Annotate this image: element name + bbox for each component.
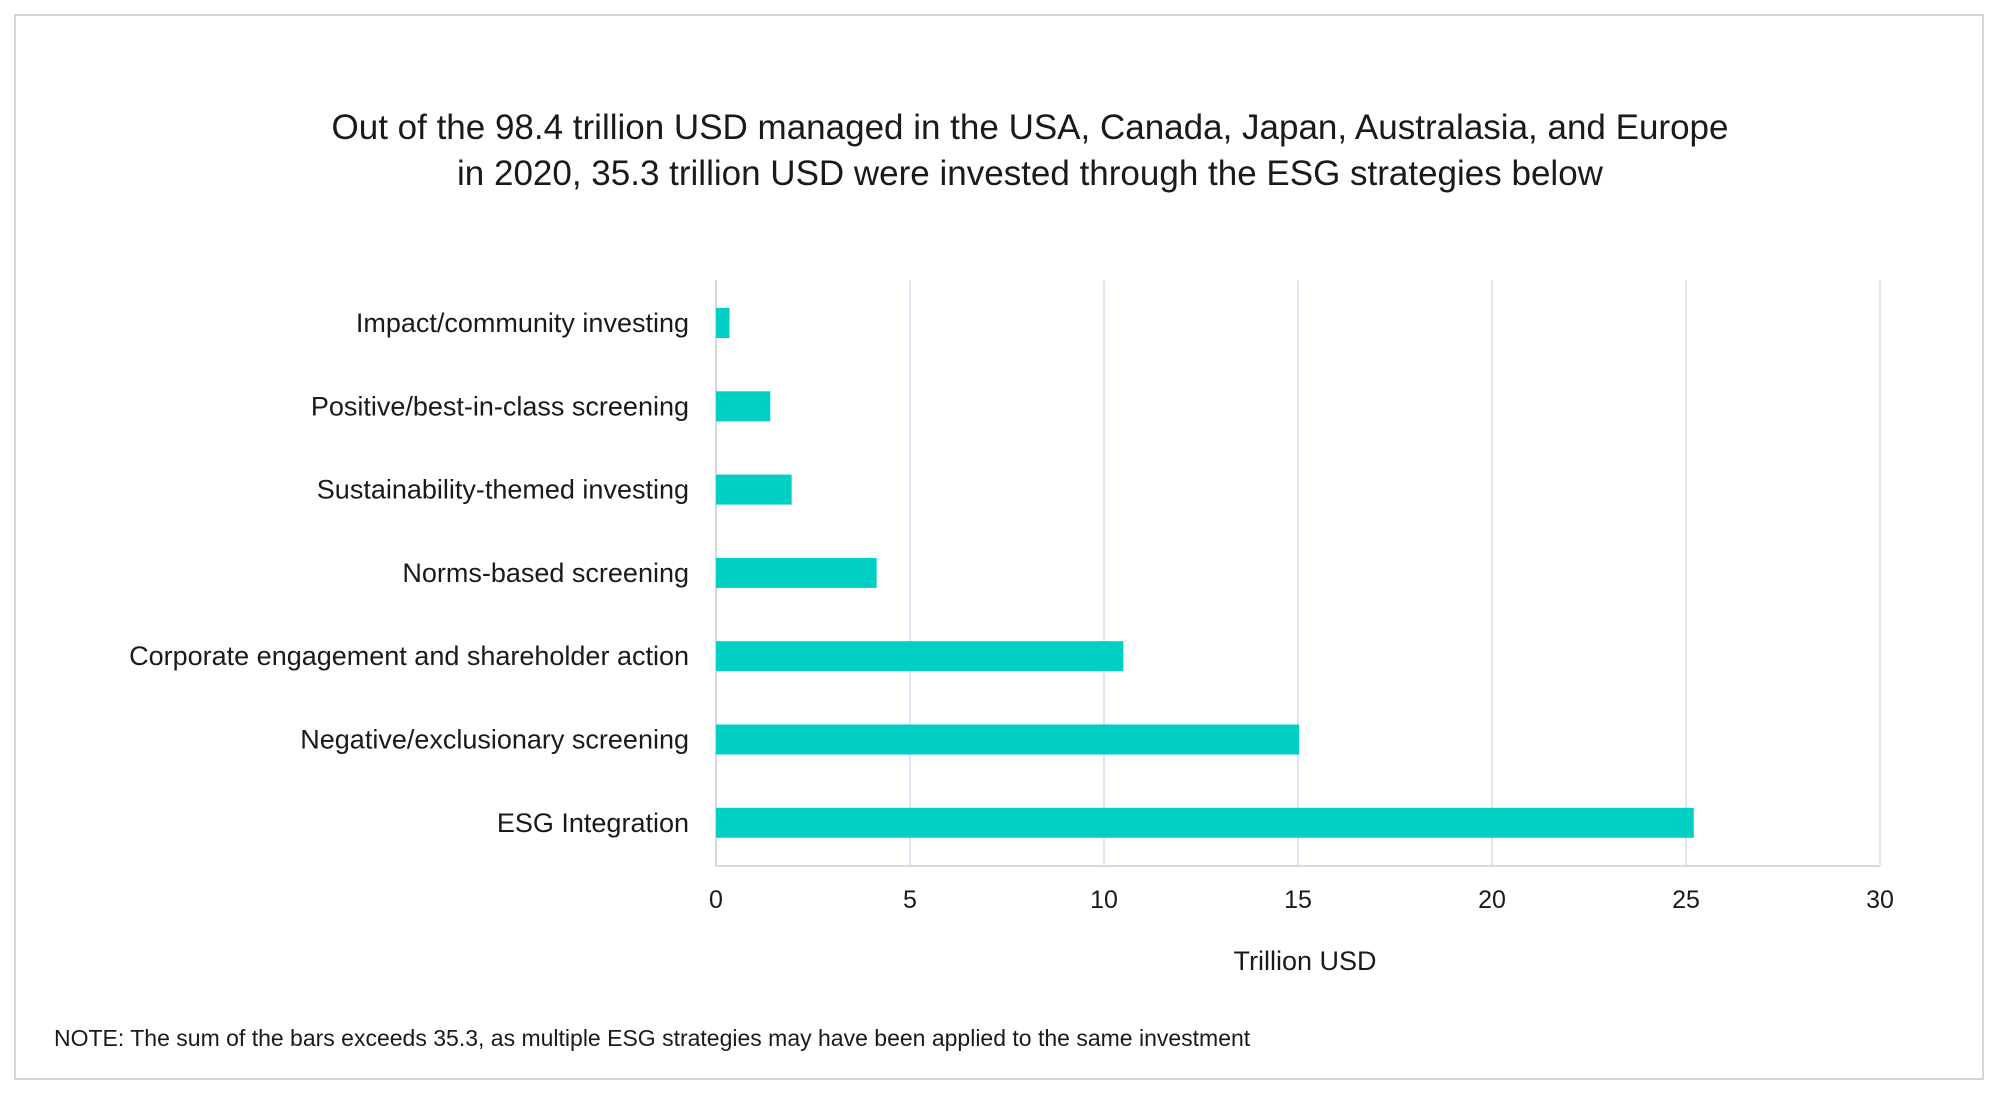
x-axis-title: Trillion USD [1233, 946, 1376, 976]
footnote: NOTE: The sum of the bars exceeds 35.3, … [54, 1025, 1251, 1051]
category-label: Negative/exclusionary screening [300, 725, 689, 755]
x-tick-labels: 0 5 10 15 20 25 30 [709, 886, 1894, 914]
chart-title-line-1: Out of the 98.4 trillion USD managed in … [331, 108, 1729, 147]
bar [716, 724, 1300, 755]
bars [716, 308, 1694, 838]
bar [716, 391, 771, 422]
chart-frame [14, 14, 1984, 1080]
grid-lines [715, 280, 1881, 867]
category-label: Corporate engagement and shareholder act… [129, 641, 689, 671]
bar [716, 641, 1124, 672]
category-label: Impact/community investing [356, 308, 689, 338]
x-tick-label: 25 [1672, 886, 1700, 914]
bar [716, 474, 792, 505]
category-labels: Impact/community investing Positive/best-… [129, 308, 689, 838]
bar [716, 308, 730, 338]
category-label: Sustainability-themed investing [317, 475, 689, 505]
x-tick-label: 5 [903, 886, 917, 914]
bar [716, 807, 1694, 838]
category-label: Positive/best-in-class screening [311, 391, 689, 421]
x-tick-label: 30 [1866, 886, 1894, 914]
bar [716, 557, 877, 588]
chart-title-line-2: in 2020, 35.3 trillion USD were invested… [457, 154, 1603, 193]
x-tick-label: 15 [1284, 886, 1312, 914]
category-label: ESG Integration [497, 808, 689, 838]
category-label: Norms-based screening [402, 558, 689, 588]
x-tick-label: 20 [1478, 886, 1506, 914]
chart-title: Out of the 98.4 trillion USD managed in … [0, 105, 2000, 197]
x-tick-label: 0 [709, 886, 723, 914]
bar-chart: Impact/community investing Positive/best-… [129, 280, 1894, 976]
x-tick-label: 10 [1090, 886, 1118, 914]
